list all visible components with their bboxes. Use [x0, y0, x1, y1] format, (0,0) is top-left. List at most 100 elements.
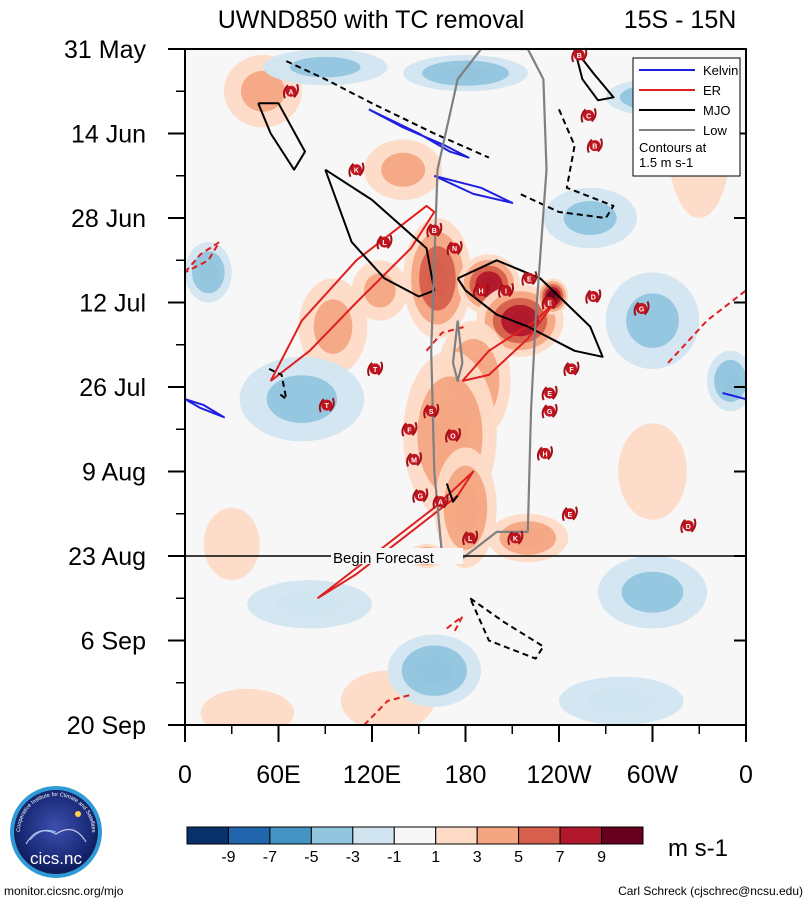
tc-marker-dot — [428, 224, 440, 236]
tc-marker: K — [348, 162, 365, 178]
colorbar-label: -9 — [221, 849, 235, 866]
x-tick-label: 120W — [526, 761, 592, 789]
tc-marker: N — [446, 240, 463, 256]
mjo-contour — [469, 597, 545, 660]
colorbar-swatch — [269, 826, 312, 845]
y-tick-label: 26 Jul — [79, 374, 146, 402]
tc-marker-label: B — [577, 53, 582, 60]
anomaly-blob — [621, 571, 684, 613]
tc-marker: G — [541, 403, 558, 419]
colorbar-swatch — [476, 826, 520, 845]
tc-marker: B — [586, 138, 603, 153]
tc-marker-dot — [464, 532, 476, 544]
tc-swirl-icon — [521, 270, 538, 286]
tc-marker-dot — [378, 236, 390, 248]
wave-contours — [185, 49, 746, 725]
colorbar-swatch — [186, 826, 229, 845]
er-contour — [363, 693, 412, 725]
tc-marker-dot — [435, 496, 447, 508]
er-contour — [316, 470, 475, 600]
anomaly-blob — [440, 66, 491, 81]
tc-marker-dot — [447, 429, 459, 441]
mjo-contour — [268, 367, 288, 401]
tc-marker-dot — [573, 49, 585, 61]
region-label: 15S - 15N — [624, 6, 737, 34]
legend-label: Kelvin — [703, 63, 738, 78]
tc-marker-label: D — [591, 294, 596, 301]
legend: Kelvin ER MJO Low Contours at1.5 m s-1 — [632, 57, 741, 177]
tc-marker-label: B — [432, 228, 437, 235]
legend-label: ER — [703, 83, 721, 98]
tc-marker: G — [633, 301, 650, 316]
kelvin-contour — [185, 398, 225, 419]
svg-text:cics.nc: cics.nc — [30, 849, 82, 868]
tc-swirl-icon — [446, 240, 463, 256]
tc-swirl-icon — [541, 403, 558, 419]
y-tick-label: 31 May — [64, 36, 146, 64]
tc-marker-label: L — [382, 240, 387, 247]
colorbar-swatch — [559, 826, 603, 845]
x-tick-label: 180 — [445, 761, 487, 789]
tc-markers: B A C B K B L N E H I E D G T F T E G S F O H M G A E D L K — [282, 47, 697, 546]
tc-marker-dot — [475, 284, 487, 296]
tc-marker-dot — [583, 109, 595, 121]
tc-marker-label: D — [686, 524, 691, 531]
anomaly-blob — [220, 699, 274, 725]
tc-marker-label: F — [407, 427, 412, 434]
colorbar-label: 1 — [431, 849, 440, 866]
legend-label: Low — [703, 123, 727, 138]
tc-marker-dot — [509, 532, 521, 544]
mjo-contour — [324, 168, 436, 298]
tc-marker-label: A — [438, 500, 443, 507]
tc-marker-label: L — [468, 536, 473, 543]
tc-marker-dot — [408, 453, 420, 465]
y-tick-label: 23 Aug — [68, 543, 146, 571]
tc-swirl-icon — [536, 445, 553, 461]
tc-marker-label: O — [450, 433, 456, 440]
legend-box — [632, 57, 741, 177]
tc-marker-label: S — [429, 409, 434, 416]
footer-url[interactable]: monitor.cicsnc.org/mjo — [4, 884, 124, 898]
tc-marker: T — [367, 361, 384, 377]
anomaly-blob — [415, 656, 453, 685]
tc-swirl-icon — [680, 518, 697, 534]
anomaly-blob — [199, 260, 218, 285]
er-contour — [269, 204, 436, 382]
forecast-label-bg — [331, 548, 464, 564]
kelvin-contour — [722, 392, 746, 401]
anomaly-blob — [290, 56, 361, 78]
tc-marker: G — [412, 488, 429, 504]
tc-marker-label: H — [479, 288, 484, 295]
tc-swirl-icon — [423, 403, 440, 419]
tc-marker-label: B — [592, 144, 597, 151]
tc-marker-label: K — [513, 536, 518, 543]
colorbar-swatch — [310, 826, 354, 845]
mjo-contour — [456, 259, 604, 358]
forecast-label: Begin Forecast — [333, 550, 435, 567]
colorbar-label: -3 — [346, 849, 360, 866]
tc-marker: E — [561, 506, 578, 522]
tc-marker-dot — [449, 242, 461, 254]
tc-marker-label: G — [547, 409, 553, 416]
tc-marker-dot — [350, 164, 362, 176]
colorbar-label: 5 — [514, 849, 523, 866]
tc-marker: B — [426, 222, 443, 238]
tc-marker-dot — [636, 303, 648, 315]
tc-marker: M — [406, 452, 423, 467]
tc-marker-dot — [414, 490, 426, 502]
colorbar-swatch — [227, 826, 271, 845]
tc-swirl-icon — [376, 234, 393, 250]
tc-marker-dot — [682, 520, 694, 532]
anomaly-blob — [266, 375, 338, 423]
x-tick-label: 60E — [256, 761, 300, 789]
tc-marker-label: T — [373, 367, 378, 374]
tc-marker: B — [571, 47, 588, 63]
tc-marker: D — [585, 289, 602, 304]
tc-swirl-icon — [473, 283, 490, 298]
tc-swirl-icon — [348, 162, 365, 178]
tc-swirl-icon — [633, 301, 650, 316]
colorbar-units: m s-1 — [668, 835, 728, 862]
tc-marker-label: K — [354, 168, 359, 175]
colorbar-swatch — [518, 826, 561, 845]
